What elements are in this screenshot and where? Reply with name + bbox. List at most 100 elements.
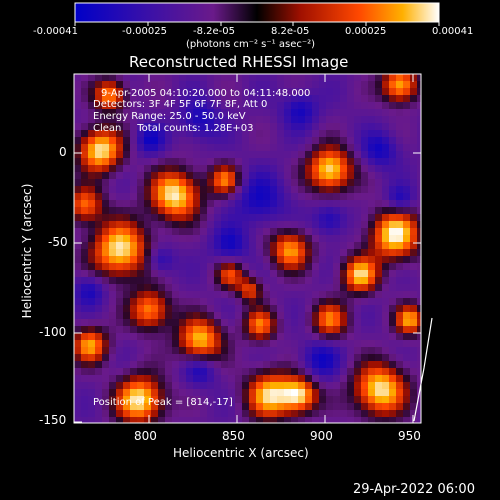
heatmap-cell <box>95 312 103 320</box>
heatmap-cell <box>235 228 243 236</box>
heatmap-cell <box>81 228 89 236</box>
heatmap-cell <box>109 144 117 152</box>
heatmap-cell <box>81 102 89 110</box>
heatmap-cell <box>95 417 103 423</box>
heatmap-cell <box>284 326 292 334</box>
heatmap-cell <box>130 249 138 257</box>
heatmap-cell <box>144 214 152 222</box>
heatmap-cell <box>284 375 292 383</box>
heatmap-cell <box>186 214 194 222</box>
heatmap-cell <box>417 256 421 264</box>
heatmap-cell <box>228 382 236 390</box>
heatmap-cell <box>417 403 421 411</box>
heatmap-cell <box>228 291 236 299</box>
heatmap-cell <box>396 193 404 201</box>
heatmap-cell <box>102 172 110 180</box>
heatmap-cell <box>263 102 271 110</box>
heatmap-cell <box>368 410 376 418</box>
heatmap-cell <box>228 249 236 257</box>
heatmap-cell <box>158 389 166 397</box>
heatmap-cell <box>221 95 229 103</box>
heatmap-cell <box>102 298 110 306</box>
heatmap-cell <box>88 396 96 404</box>
heatmap-cell <box>81 361 89 369</box>
heatmap-cell <box>319 172 327 180</box>
heatmap-cell <box>403 186 411 194</box>
heatmap-cell <box>284 74 292 82</box>
heatmap-cell <box>123 319 131 327</box>
heatmap-cell <box>270 179 278 187</box>
heatmap-cell <box>137 95 145 103</box>
heatmap-cell <box>354 81 362 89</box>
heatmap-cell <box>193 165 201 173</box>
heatmap-cell <box>179 382 187 390</box>
heatmap-cell <box>242 410 250 418</box>
heatmap-cell <box>354 144 362 152</box>
heatmap-cell <box>221 144 229 152</box>
heatmap-cell <box>109 382 117 390</box>
heatmap-cell <box>88 382 96 390</box>
heatmap-cell <box>305 228 313 236</box>
heatmap-cell <box>403 95 411 103</box>
heatmap-cell <box>88 207 96 215</box>
heatmap-cell <box>270 214 278 222</box>
heatmap-cell <box>284 361 292 369</box>
heatmap-cell <box>144 256 152 264</box>
heatmap-cell <box>123 130 131 138</box>
heatmap-cell <box>88 291 96 299</box>
heatmap-cell <box>403 116 411 124</box>
heatmap-cell <box>193 123 201 131</box>
heatmap-cell <box>417 158 421 166</box>
heatmap-cell <box>144 312 152 320</box>
heatmap-cell <box>109 158 117 166</box>
heatmap-cell <box>263 235 271 243</box>
heatmap-cell <box>172 172 180 180</box>
heatmap-cell <box>123 123 131 131</box>
heatmap-cell <box>389 319 397 327</box>
heatmap-cell <box>263 144 271 152</box>
heatmap-cell <box>193 137 201 145</box>
heatmap-cell <box>109 179 117 187</box>
heatmap-cell <box>200 179 208 187</box>
heatmap-cell <box>368 242 376 250</box>
heatmap-cell <box>158 326 166 334</box>
heatmap-cell <box>137 235 145 243</box>
heatmap-cell <box>102 88 110 96</box>
heatmap-cell <box>193 354 201 362</box>
heatmap-cell <box>291 116 299 124</box>
heatmap-cell <box>88 172 96 180</box>
heatmap-cell <box>333 165 341 173</box>
heatmap-cell <box>151 179 159 187</box>
heatmap-cell <box>326 214 334 222</box>
heatmap-cell <box>116 354 124 362</box>
heatmap-cell <box>312 242 320 250</box>
heatmap-cell <box>137 403 145 411</box>
heatmap-cell <box>270 263 278 271</box>
heatmap-cell <box>298 319 306 327</box>
heatmap-cell <box>375 354 383 362</box>
heatmap-cell <box>389 333 397 341</box>
heatmap-cell <box>305 319 313 327</box>
heatmap-cell <box>417 165 421 173</box>
heatmap-cell <box>228 74 236 82</box>
heatmap-cell <box>172 74 180 82</box>
heatmap-cell <box>298 123 306 131</box>
heatmap-cell <box>340 340 348 348</box>
heatmap-cell <box>263 319 271 327</box>
heatmap-cell <box>116 263 124 271</box>
heatmap-cell <box>298 165 306 173</box>
heatmap-cell <box>144 319 152 327</box>
heatmap-cell <box>347 214 355 222</box>
heatmap-cell <box>109 305 117 313</box>
heatmap-cell <box>382 368 390 376</box>
heatmap-cell <box>158 221 166 229</box>
heatmap-cell <box>403 179 411 187</box>
heatmap-cell <box>151 207 159 215</box>
heatmap-cell <box>417 88 421 96</box>
heatmap-cell <box>214 207 222 215</box>
heatmap-cell <box>291 95 299 103</box>
heatmap-cell <box>123 151 131 159</box>
heatmap-cell <box>368 95 376 103</box>
heatmap-cell <box>263 263 271 271</box>
heatmap-cell <box>116 417 124 423</box>
